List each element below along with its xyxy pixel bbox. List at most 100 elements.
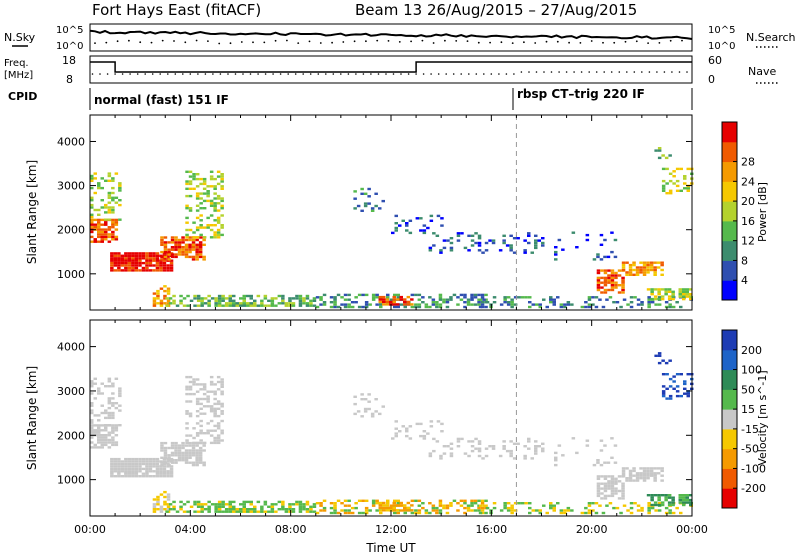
power-cell [220,175,224,178]
power-cell [185,180,189,183]
velocity-cell [93,443,97,447]
power-cell [111,199,115,202]
power-cell [195,197,200,200]
power-cell [195,192,200,195]
power-cell [195,228,200,232]
velocity-cell [371,504,376,507]
velocity-cell [295,500,299,504]
nave-point [264,73,267,75]
power-cell [632,273,636,276]
power-cell [503,301,507,304]
nsearch-point [161,39,164,42]
power-cell [160,236,164,239]
power-cell [428,246,433,250]
nsearch-point [218,42,221,45]
power-cell [213,185,217,188]
power-cell [610,281,615,284]
velocity-cell [466,509,471,512]
velocity-cell [554,451,558,455]
power-cell [363,202,368,205]
power-cell [653,297,658,301]
velocity-cell [138,460,142,463]
power-cell [148,261,153,265]
velocity-cell [477,440,482,443]
velocity-cell [195,410,200,413]
velocity-cell [127,457,132,461]
velocity-cell [598,504,602,507]
power-cell [174,248,178,251]
velocity-cell [216,424,221,428]
velocity-cell [196,510,201,513]
velocity-cell [610,482,615,485]
power-cell [217,299,222,302]
velocity-cell [118,394,122,398]
velocity-cell [184,459,189,462]
power-cell [315,305,320,309]
velocity-cell [679,511,683,515]
power-cell [541,237,545,240]
power-cell [445,298,450,301]
velocity-cell [166,508,171,511]
power-cell [661,187,666,190]
nsearch-point [353,40,356,43]
velocity-cell [113,460,118,463]
power-cell [246,304,250,307]
velocity-cell [403,504,407,507]
velocity-cell [177,446,182,450]
velocity-cell [169,467,174,471]
velocity-cell [610,437,614,440]
power-cell [646,268,650,272]
power-cell [456,303,460,306]
cpid-mode-2: rbsp CT–trig 220 IF [517,87,645,101]
velocity-cell [117,465,121,468]
colorbar-tick-label: 16 [741,215,755,228]
power-cell [217,297,222,300]
velocity-cell [107,402,112,405]
power-cell [653,261,657,264]
power-cell [242,302,246,305]
velocity-cell [93,446,97,449]
nave-point [91,73,94,75]
velocity-cell [640,509,644,512]
power-cell [482,298,486,301]
velocity-cell [174,454,178,457]
colorbar-swatch [722,161,737,182]
velocity-cell [660,501,665,504]
power-cell [502,239,506,242]
velocity-cell [527,440,531,443]
x-tick-label: 04:00 [174,523,206,536]
velocity-cell [382,509,386,512]
velocity-cell [172,505,176,508]
power-cell [399,298,403,301]
power-cell [155,261,160,265]
velocity-cell [168,503,173,506]
power-cell [456,239,461,242]
velocity-cell [221,505,225,508]
velocity-cell [449,454,454,458]
velocity-cell [134,472,139,475]
power-cell [378,300,382,304]
velocity-cell [110,460,114,463]
velocity-cell [315,511,320,515]
power-cell [249,294,253,298]
velocity-cell [191,444,196,447]
power-cell [599,258,604,261]
power-cell [214,299,218,302]
velocity-cell [242,510,246,513]
power-cell [156,289,160,293]
velocity-cell [267,510,271,513]
power-cell [657,296,662,299]
power-cell [410,293,415,297]
power-cell [202,207,207,210]
power-cell [449,298,453,301]
velocity-cell [145,457,149,461]
power-cell [665,167,669,171]
velocity-cell [181,444,185,447]
power-cell [114,221,119,224]
nsearch-point [365,40,367,43]
power-cell [163,297,167,300]
velocity-cell [253,510,257,513]
power-cell [199,192,203,195]
power-cell [650,290,654,293]
velocity-cell [117,470,121,473]
